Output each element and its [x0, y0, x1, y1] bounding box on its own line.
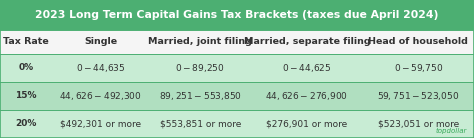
Text: $44,626 - $492,300: $44,626 - $492,300 — [59, 90, 142, 102]
Text: $0 - $89,250: $0 - $89,250 — [175, 62, 225, 74]
Text: $523,051 or more: $523,051 or more — [378, 120, 459, 128]
Text: 2023 Long Term Capital Gains Tax Brackets (taxes due April 2024): 2023 Long Term Capital Gains Tax Bracket… — [35, 10, 439, 20]
Bar — [0, 30, 474, 54]
Text: $0 - $59,750: $0 - $59,750 — [394, 62, 443, 74]
Text: 0%: 0% — [18, 63, 34, 72]
Text: Married, joint filing: Married, joint filing — [148, 37, 252, 46]
Bar — [0, 54, 474, 82]
Text: $89,251 - $553,850: $89,251 - $553,850 — [159, 90, 242, 102]
Text: topdollar: topdollar — [436, 128, 467, 134]
Text: 15%: 15% — [15, 91, 37, 100]
Bar — [0, 82, 474, 110]
Bar — [0, 110, 474, 138]
Bar — [0, 0, 474, 30]
Text: $44,626 - $276,900: $44,626 - $276,900 — [265, 90, 348, 102]
Text: $276,901 or more: $276,901 or more — [266, 120, 347, 128]
Text: 20%: 20% — [15, 120, 37, 128]
Text: $492,301 or more: $492,301 or more — [60, 120, 141, 128]
Text: $0 - $44,625: $0 - $44,625 — [282, 62, 332, 74]
Text: Tax Rate: Tax Rate — [3, 37, 49, 46]
Text: $0 - $44,635: $0 - $44,635 — [76, 62, 126, 74]
Text: $59,751 - $523,050: $59,751 - $523,050 — [377, 90, 459, 102]
Text: Head of household: Head of household — [368, 37, 468, 46]
Text: Married, separate filing: Married, separate filing — [244, 37, 370, 46]
Text: $553,851 or more: $553,851 or more — [160, 120, 241, 128]
Text: Single: Single — [84, 37, 117, 46]
